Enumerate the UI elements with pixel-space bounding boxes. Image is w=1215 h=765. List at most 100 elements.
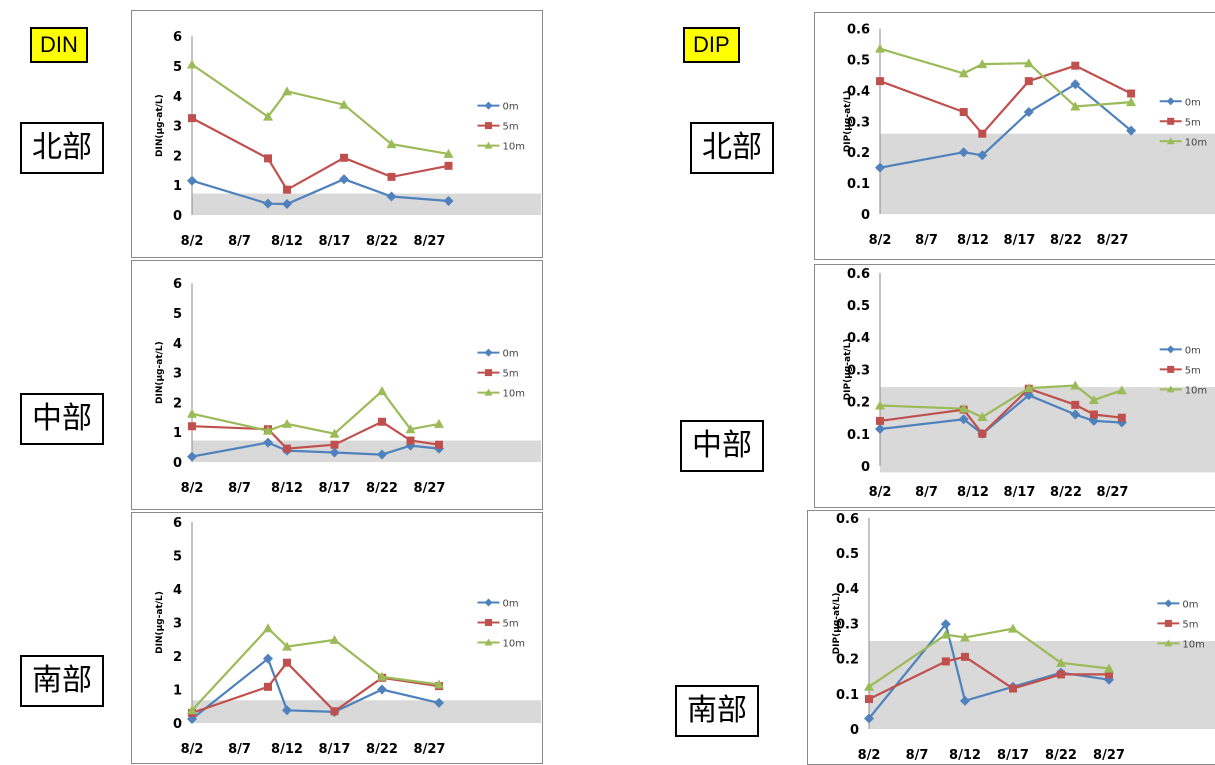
data-point-10m (958, 403, 969, 413)
region-label-central-din: 中部 (20, 393, 104, 445)
data-point-10m (386, 139, 397, 149)
legend-marker-0m (1164, 599, 1173, 608)
legend-marker-10m (1166, 137, 1175, 145)
data-point-5m (283, 658, 291, 667)
data-point-10m (187, 59, 197, 69)
legend-marker-0m (484, 101, 493, 110)
din-south-svg: 0 1 2 3 4 5 6 8/2 8/7 8/12 8/17 8/22 8/27 DIN(μg-at/L… (155, 516, 541, 757)
data-point-10m (339, 99, 349, 109)
data-point-0m (329, 447, 340, 458)
series-line-0m (879, 82, 1132, 169)
data-point-5m (188, 114, 196, 123)
data-point-10m (1070, 101, 1081, 111)
data-point-5m (1117, 413, 1126, 422)
legend-marker-0m (1166, 97, 1175, 106)
reference-band (880, 133, 1215, 214)
x-tick-label: 8/2 (869, 485, 892, 500)
region-label-south-din: 南部 (20, 655, 104, 707)
din-central-svg: 0 1 2 3 4 5 6 8/2 8/7 8/12 8/17 8/22 8/27 DIN(μg-at/L… (155, 277, 541, 496)
reference-band (880, 387, 1215, 473)
din-tag: DIN (30, 27, 88, 63)
x-tick-label: 8/12 (271, 481, 303, 496)
data-point-0m (443, 195, 454, 206)
data-point-5m (1057, 670, 1065, 679)
y-tick-label: 0.1 (847, 428, 870, 443)
data-point-10m (1088, 394, 1099, 404)
legend-label-5m: 5m (503, 369, 519, 380)
x-tick-label: 8/2 (858, 748, 881, 763)
data-point-5m (188, 422, 196, 431)
legend-marker-10m (1164, 639, 1173, 647)
legend-marker-10m (484, 388, 493, 396)
x-tick-label: 8/27 (1093, 748, 1125, 763)
y-tick-label: 0.4 (847, 331, 870, 346)
y-tick-label: 2 (173, 396, 182, 411)
y-axis-label: DIN(μg-at/L) (155, 94, 165, 157)
series-line-5m (191, 661, 440, 714)
data-point-10m (940, 629, 951, 639)
data-point-0m (977, 150, 988, 161)
data-point-5m (264, 682, 272, 691)
y-axis-label: DIP(μg-at/L) (843, 338, 853, 400)
data-point-10m (1070, 380, 1081, 390)
data-point-0m (960, 695, 970, 706)
data-point-10m (1008, 623, 1018, 633)
data-point-10m (1116, 385, 1127, 395)
y-tick-label: 0.3 (836, 617, 859, 632)
data-point-10m (187, 408, 197, 418)
legend-label-10m: 10m (503, 639, 525, 650)
din-north-svg: 0 1 2 3 4 5 6 8/2 8/7 8/12 8/17 8/22 8/27 DIN(μg-at/L… (155, 30, 541, 249)
legend-label-5m: 5m (1185, 117, 1201, 128)
data-point-10m (1104, 663, 1114, 673)
data-point-5m (876, 77, 884, 86)
x-tick-label: 8/17 (1004, 485, 1036, 500)
data-point-10m (263, 623, 273, 633)
data-point-5m (387, 172, 396, 181)
data-point-5m (340, 153, 348, 162)
data-point-0m (377, 449, 387, 460)
data-point-0m (864, 713, 874, 724)
y-tick-label: 1 (173, 684, 182, 699)
data-point-10m (443, 148, 454, 158)
data-point-5m (1089, 410, 1098, 419)
y-tick-label: 0.1 (836, 688, 859, 703)
data-point-0m (405, 440, 416, 451)
y-tick-label: 3 (173, 367, 182, 382)
y-tick-label: 0.3 (847, 115, 870, 130)
y-tick-label: 0.5 (847, 299, 870, 314)
y-tick-label: 5 (173, 307, 182, 322)
data-point-5m (406, 436, 415, 445)
legend-marker-5m (485, 619, 492, 626)
legend-label-10m: 10m (1185, 385, 1207, 396)
data-point-5m (1105, 670, 1113, 679)
series-line-10m (879, 47, 1132, 108)
dip-north-svg: 0 0.1 0.2 0.3 0.4 0.5 0.6 8/2 8/7 8/12 8/17 8/22 8/2… (843, 23, 1215, 248)
chart-din-central: 0 1 2 3 4 5 6 8/2 8/7 8/12 8/17 8/22 8/27 DIN(μg-at/L… (131, 260, 543, 510)
x-tick-label: 8/17 (319, 742, 351, 757)
data-point-0m (187, 451, 197, 462)
x-tick-label: 8/2 (181, 481, 204, 496)
reference-band (192, 193, 541, 215)
data-point-10m (977, 59, 988, 69)
data-point-0m (1104, 674, 1114, 685)
legend-marker-5m (485, 369, 492, 377)
x-tick-label: 8/2 (869, 233, 892, 248)
data-point-5m (444, 161, 453, 170)
data-point-5m (941, 657, 950, 666)
x-tick-label: 8/27 (414, 481, 446, 496)
y-tick-label: 1 (173, 426, 182, 441)
x-tick-label: 8/12 (949, 748, 981, 763)
data-point-0m (875, 162, 885, 173)
data-point-10m (875, 43, 885, 53)
y-tick-label: 2 (173, 650, 182, 665)
data-point-0m (958, 147, 969, 158)
legend-marker-0m (484, 348, 493, 357)
series-line-5m (879, 64, 1132, 136)
data-point-10m (977, 412, 988, 422)
legend-label-10m: 10m (503, 142, 525, 153)
x-tick-label: 8/7 (228, 742, 251, 757)
y-tick-label: 0.5 (847, 54, 870, 69)
series-line-10m (191, 63, 449, 155)
legend-marker-10m (484, 638, 493, 646)
x-tick-label: 8/12 (957, 233, 989, 248)
